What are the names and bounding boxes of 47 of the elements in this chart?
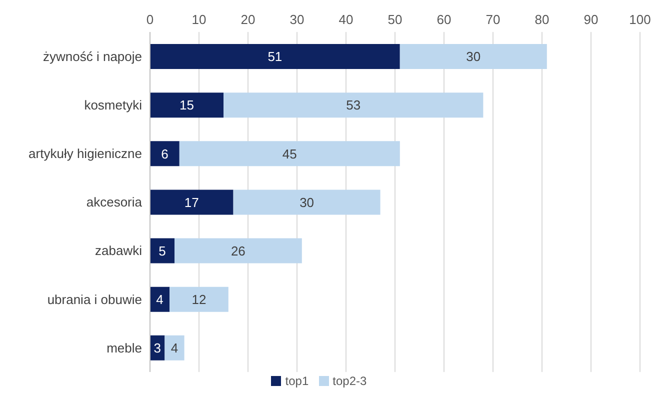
data-label: 6 [161, 146, 168, 162]
x-tick-label: 60 [436, 12, 452, 27]
bar [400, 44, 547, 69]
x-tick-label: 80 [534, 12, 550, 27]
y-tick-label: kosmetyki [84, 97, 142, 112]
data-label: 4 [170, 340, 178, 356]
x-tick-label: 90 [584, 12, 598, 27]
data-label: 4 [156, 292, 164, 307]
bar [170, 286, 228, 312]
legend-label: top1 [285, 374, 309, 388]
y-tick-label: ubrania i obuwie [47, 292, 142, 307]
bar [150, 190, 234, 215]
x-tick-label: 100 [629, 12, 651, 27]
data-label: 30 [300, 194, 314, 210]
y-tick-label: akcesoria [86, 194, 143, 210]
bar [179, 141, 400, 166]
x-tick-label: 20 [240, 12, 256, 27]
data-label: 53 [346, 98, 361, 113]
x-tick-label: 10 [192, 12, 206, 27]
bar [150, 141, 180, 166]
x-tick-label: 0 [146, 12, 154, 27]
bar [224, 92, 484, 118]
data-label: 15 [180, 98, 194, 113]
x-tick-label: 50 [388, 12, 402, 27]
data-label: 51 [268, 49, 282, 64]
x-tick-label: 40 [338, 12, 354, 27]
data-label: 3 [154, 340, 161, 356]
data-label: 30 [466, 49, 481, 64]
bar [150, 44, 400, 69]
x-tick-label: 70 [486, 12, 500, 27]
bar [150, 286, 170, 312]
data-label: 5 [158, 243, 166, 258]
x-tick-label: 30 [290, 12, 304, 27]
y-tick-label: żywność i napoje [43, 48, 142, 64]
data-label: 12 [192, 292, 206, 307]
data-label: 26 [230, 243, 246, 258]
bar [233, 190, 380, 215]
bar [150, 238, 174, 264]
legend-label: top2-3 [332, 374, 367, 388]
y-tick-label: artykuły higieniczne [28, 146, 142, 162]
y-tick-label: zabawki [95, 243, 142, 258]
bar [164, 335, 184, 360]
data-label: 17 [184, 194, 199, 210]
data-label: 45 [282, 146, 297, 162]
y-tick-label: meble [106, 340, 142, 356]
bar [150, 92, 224, 118]
bar [174, 238, 302, 264]
